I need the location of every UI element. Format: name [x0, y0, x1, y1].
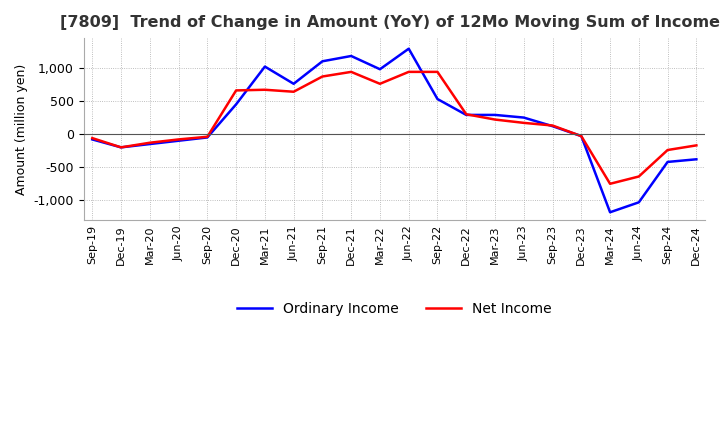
Net Income [145, 140, 154, 145]
Net Income [548, 123, 557, 128]
Ordinary Income [663, 159, 672, 165]
Legend: Ordinary Income, Net Income: Ordinary Income, Net Income [231, 296, 557, 322]
Net Income [117, 145, 125, 150]
Net Income [289, 89, 298, 95]
Line: Ordinary Income: Ordinary Income [92, 49, 696, 212]
Title: [7809]  Trend of Change in Amount (YoY) of 12Mo Moving Sum of Incomes: [7809] Trend of Change in Amount (YoY) o… [60, 15, 720, 30]
Net Income [634, 174, 643, 179]
Ordinary Income [692, 157, 701, 162]
Ordinary Income [548, 124, 557, 129]
Net Income [318, 74, 327, 79]
Net Income [88, 136, 96, 141]
Ordinary Income [145, 141, 154, 147]
Net Income [692, 143, 701, 148]
Ordinary Income [318, 59, 327, 64]
Ordinary Income [606, 209, 614, 215]
Ordinary Income [376, 66, 384, 72]
Net Income [376, 81, 384, 86]
Line: Net Income: Net Income [92, 72, 696, 184]
Net Income [606, 181, 614, 187]
Ordinary Income [117, 145, 125, 150]
Ordinary Income [433, 96, 442, 102]
Y-axis label: Amount (million yen): Amount (million yen) [15, 63, 28, 195]
Net Income [663, 147, 672, 153]
Net Income [462, 112, 471, 117]
Ordinary Income [405, 46, 413, 51]
Net Income [232, 88, 240, 93]
Ordinary Income [232, 102, 240, 107]
Net Income [519, 120, 528, 125]
Net Income [433, 69, 442, 74]
Net Income [347, 69, 356, 74]
Ordinary Income [203, 135, 212, 140]
Ordinary Income [519, 115, 528, 120]
Ordinary Income [577, 133, 585, 139]
Ordinary Income [347, 53, 356, 59]
Ordinary Income [462, 112, 471, 117]
Ordinary Income [88, 137, 96, 142]
Net Income [261, 87, 269, 92]
Ordinary Income [491, 112, 500, 117]
Ordinary Income [174, 138, 183, 143]
Ordinary Income [289, 81, 298, 86]
Net Income [203, 134, 212, 139]
Ordinary Income [634, 200, 643, 205]
Ordinary Income [261, 64, 269, 69]
Net Income [174, 137, 183, 142]
Net Income [491, 117, 500, 122]
Net Income [577, 133, 585, 139]
Net Income [405, 69, 413, 74]
